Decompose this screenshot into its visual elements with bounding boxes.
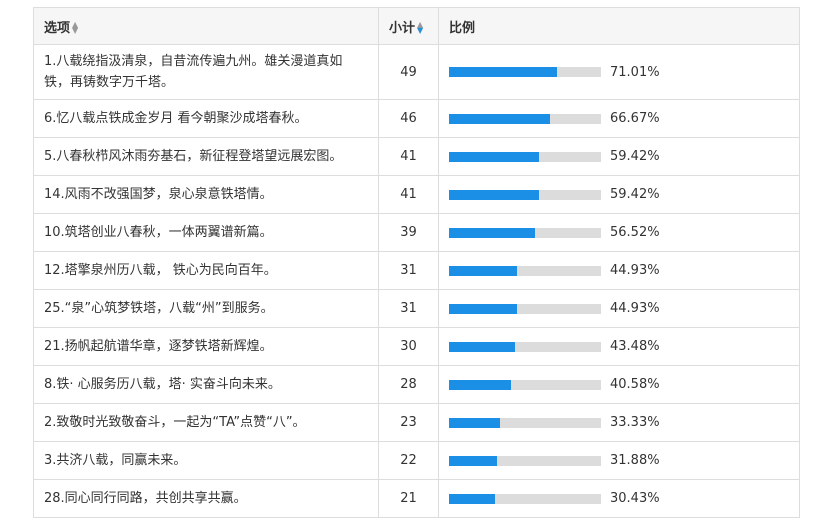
progress-bar-fill: [449, 493, 496, 504]
ratio-cell: 44.93%: [438, 289, 800, 328]
count-value: 41: [378, 137, 439, 176]
table-row: 8.铁· 心服务历八载，塔· 实奋斗向未来。 28 40.58%: [33, 365, 800, 404]
percent-text: 66.67%: [610, 111, 660, 126]
progress-bar-fill: [449, 227, 535, 238]
ratio-cell: 43.48%: [438, 327, 800, 366]
percent-text: 43.48%: [610, 339, 660, 354]
option-text: 2.致敬时光致敬奋斗，一起为“TA”点赞“八”。: [33, 403, 379, 442]
ratio-cell: 31.88%: [438, 441, 800, 480]
progress-bar-track: [449, 303, 601, 314]
progress-bar-fill: [449, 151, 540, 162]
table-row: 2.致敬时光致敬奋斗，一起为“TA”点赞“八”。 23 33.33%: [33, 403, 800, 442]
progress-bar-fill: [449, 67, 557, 77]
ratio-cell: 56.52%: [438, 213, 800, 252]
table-row: 14.风雨不改强国梦，泉心泉意铁塔情。 41 59.42%: [33, 175, 800, 214]
option-text: 10.筑塔创业八春秋，一体两翼谱新篇。: [33, 213, 379, 252]
count-value: 31: [378, 251, 439, 290]
count-value: 39: [378, 213, 439, 252]
option-text: 6.忆八载点铁成金岁月 看今朝聚沙成塔春秋。: [33, 99, 379, 138]
progress-bar-track: [449, 455, 601, 466]
count-value: 28: [378, 365, 439, 404]
percent-text: 56.52%: [610, 225, 660, 240]
table-row: 6.忆八载点铁成金岁月 看今朝聚沙成塔春秋。 46 66.67%: [33, 99, 800, 138]
option-text: 12.塔擎泉州历八载， 铁心为民向百年。: [33, 251, 379, 290]
table-row: 5.八春秋栉风沐雨夯基石，新征程登塔望远展宏图。 41 59.42%: [33, 137, 800, 176]
table-row: 3.共济八载，同赢未来。 22 31.88%: [33, 441, 800, 480]
table-header-row: 选项 ▲ ▼ 小计 ▲ ▼ 比例: [33, 7, 800, 45]
percent-text: 59.42%: [610, 187, 660, 202]
progress-bar-track: [449, 113, 601, 124]
ratio-cell: 33.33%: [438, 403, 800, 442]
column-header-ratio-label: 比例: [449, 20, 476, 36]
count-value: 41: [378, 175, 439, 214]
ratio-cell: 40.58%: [438, 365, 800, 404]
ratio-cell: 59.42%: [438, 137, 800, 176]
percent-text: 59.42%: [610, 149, 660, 164]
option-text: 5.八春秋栉风沐雨夯基石，新征程登塔望远展宏图。: [33, 137, 379, 176]
table-row: 25.“泉”心筑梦铁塔，八载“州”到服务。 31 44.93%: [33, 289, 800, 328]
progress-bar-track: [449, 341, 601, 352]
percent-text: 33.33%: [610, 415, 660, 430]
percent-text: 44.93%: [610, 301, 660, 316]
progress-bar-fill: [449, 265, 518, 276]
ratio-cell: 44.93%: [438, 251, 800, 290]
option-text: 8.铁· 心服务历八载，塔· 实奋斗向未来。: [33, 365, 379, 404]
ratio-cell: 66.67%: [438, 99, 800, 138]
percent-text: 44.93%: [610, 263, 660, 278]
table-row: 21.扬帆起航谱华章，逐梦铁塔新辉煌。 30 43.48%: [33, 327, 800, 366]
count-value: 23: [378, 403, 439, 442]
count-value: 49: [378, 44, 439, 100]
progress-bar-track: [449, 227, 601, 238]
progress-bar-track: [449, 189, 601, 200]
percent-text: 40.58%: [610, 377, 660, 392]
progress-bar-fill: [449, 189, 540, 200]
ratio-cell: 59.42%: [438, 175, 800, 214]
progress-bar-fill: [449, 341, 516, 352]
ratio-cell: 30.43%: [438, 479, 800, 518]
option-text: 1.八载绕指汲清泉，自昔流传遍九州。雄关漫道真如铁，再铸数字万千塔。: [33, 44, 379, 100]
count-value: 46: [378, 99, 439, 138]
progress-bar-fill: [449, 417, 500, 428]
table-row: 10.筑塔创业八春秋，一体两翼谱新篇。 39 56.52%: [33, 213, 800, 252]
progress-bar-track: [449, 417, 601, 428]
progress-bar-track: [449, 265, 601, 276]
progress-bar-track: [449, 379, 601, 390]
column-header-ratio: 比例: [438, 7, 800, 45]
results-table: 选项 ▲ ▼ 小计 ▲ ▼ 比例 1.八载绕指汲清泉，自昔流传遍九州。雄关漫道真如铁，再…: [33, 7, 800, 518]
count-value: 31: [378, 289, 439, 328]
percent-text: 71.01%: [610, 64, 660, 80]
column-header-count[interactable]: 小计 ▲ ▼: [378, 7, 439, 45]
progress-bar-track: [449, 493, 601, 504]
percent-text: 31.88%: [610, 453, 660, 468]
column-header-option[interactable]: 选项 ▲ ▼: [33, 7, 379, 45]
option-text: 14.风雨不改强国梦，泉心泉意铁塔情。: [33, 175, 379, 214]
sort-icon[interactable]: ▲ ▼: [417, 20, 424, 35]
option-text: 3.共济八载，同赢未来。: [33, 441, 379, 480]
progress-bar-fill: [449, 113, 551, 124]
count-value: 21: [378, 479, 439, 518]
column-header-option-label: 选项: [44, 20, 71, 36]
results-table-container: 选项 ▲ ▼ 小计 ▲ ▼ 比例 1.八载绕指汲清泉，自昔流传遍九州。雄关漫道真如铁，再…: [33, 7, 800, 518]
option-text: 25.“泉”心筑梦铁塔，八载“州”到服务。: [33, 289, 379, 328]
option-text: 21.扬帆起航谱华章，逐梦铁塔新辉煌。: [33, 327, 379, 366]
count-value: 30: [378, 327, 439, 366]
progress-bar-fill: [449, 379, 511, 390]
progress-bar-fill: [449, 455, 498, 466]
table-row: 1.八载绕指汲清泉，自昔流传遍九州。雄关漫道真如铁，再铸数字万千塔。 49 71.0…: [33, 44, 800, 100]
option-text: 28.同心同行同路，共创共享共赢。: [33, 479, 379, 518]
sort-icon[interactable]: ▲ ▼: [72, 20, 79, 35]
progress-bar-track: [449, 151, 601, 162]
count-value: 22: [378, 441, 439, 480]
progress-bar-track: [449, 67, 601, 77]
table-row: 28.同心同行同路，共创共享共赢。 21 30.43%: [33, 479, 800, 518]
ratio-cell: 71.01%: [438, 44, 800, 100]
percent-text: 30.43%: [610, 491, 660, 506]
progress-bar-fill: [449, 303, 518, 314]
table-row: 12.塔擎泉州历八载， 铁心为民向百年。 31 44.93%: [33, 251, 800, 290]
column-header-count-label: 小计: [389, 20, 416, 36]
